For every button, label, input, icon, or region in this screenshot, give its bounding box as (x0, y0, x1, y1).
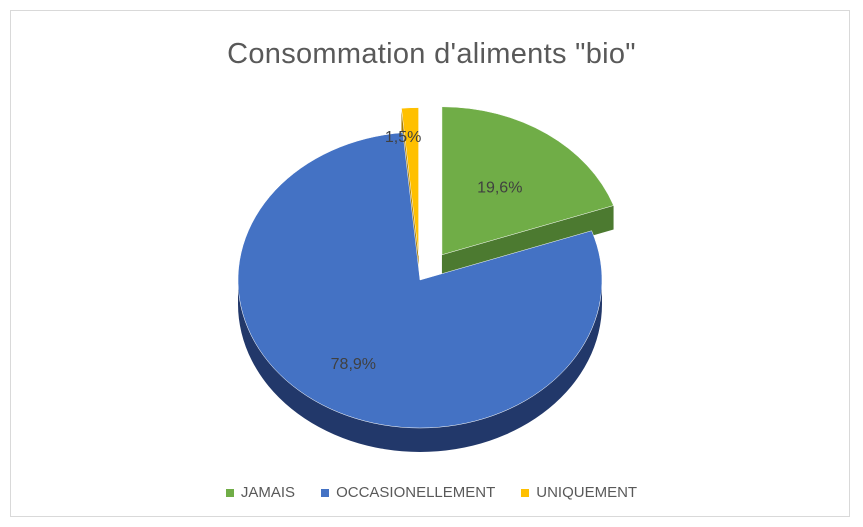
legend-swatch-uniquement (521, 488, 530, 497)
pie-slice-jamais (441, 106, 614, 256)
chart-title: Consommation d'aliments "bio" (227, 38, 636, 70)
legend-item-uniquement: UNIQUEMENT (521, 484, 637, 501)
legend-swatch-jamais (225, 488, 234, 497)
legend-swatch-occasionellement (321, 488, 330, 497)
pie-slice-uniquement (401, 107, 419, 256)
pie-slice-wall-jamais (441, 205, 614, 279)
data-label-occasionellement: 78,9% (331, 356, 376, 373)
legend-item-jamais: JAMAIS (225, 484, 296, 501)
legend: JAMAIS OCCASIONELLEMENT UNIQUEMENT (0, 484, 863, 501)
legend-label-occasionellement: OCCASIONELLEMENT (336, 484, 496, 501)
legend-item-occasionellement: OCCASIONELLEMENT (321, 484, 495, 501)
pie-label-layer: 19,6% 78,9% 1,5% (331, 129, 523, 373)
legend-label-jamais: JAMAIS (240, 484, 296, 501)
data-label-uniquement: 1,5% (385, 129, 421, 146)
legend-label-uniquement: UNIQUEMENT (536, 484, 638, 501)
pie-slice-side-occasionellement (238, 280, 602, 452)
pie-slice-occasionellement (237, 132, 603, 429)
data-label-jamais: 19,6% (477, 180, 522, 197)
pie-top-layer (237, 106, 614, 429)
